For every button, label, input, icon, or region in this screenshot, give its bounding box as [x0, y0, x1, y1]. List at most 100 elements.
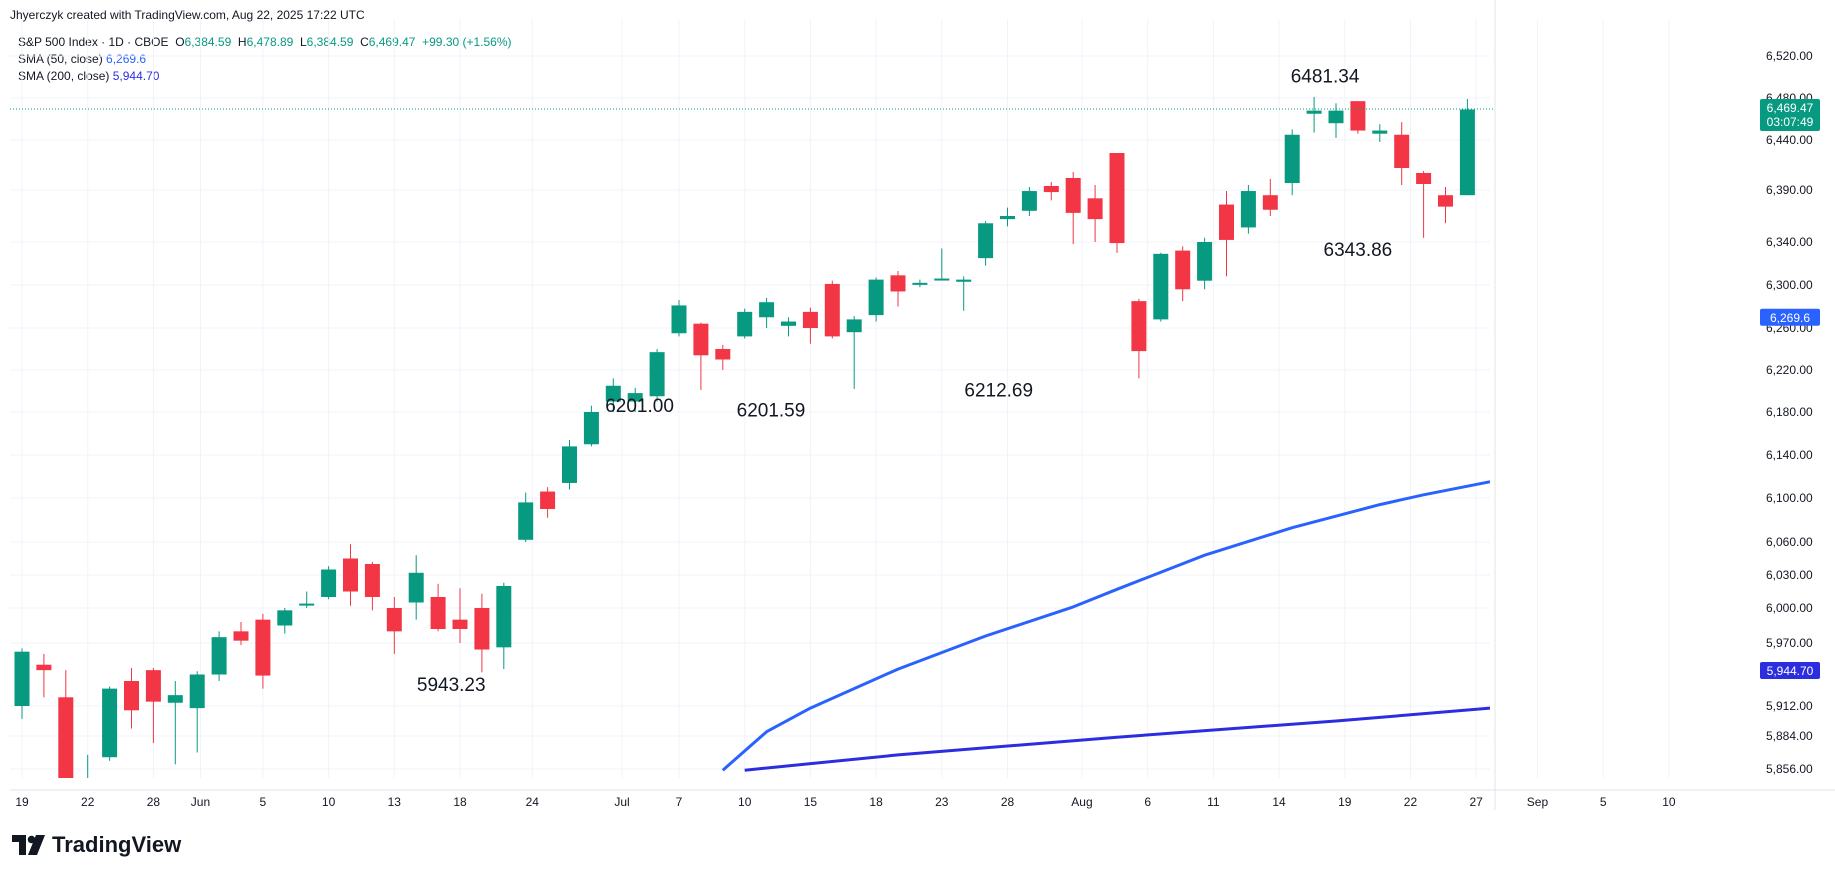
candle-body — [627, 393, 643, 402]
candle-body — [540, 491, 556, 509]
y-tick-label: 6,390.00 — [1766, 183, 1813, 197]
candle-48 — [1065, 172, 1081, 245]
x-tick-label: 22 — [81, 795, 95, 809]
sma50-line — [721, 480, 1490, 772]
candle-10 — [233, 622, 249, 646]
attribution: Jhyerczyk created with TradingView.com, … — [10, 8, 365, 22]
candle-body — [649, 352, 665, 397]
candle-body — [846, 319, 862, 333]
candle-33 — [737, 308, 753, 339]
candle-14 — [321, 566, 337, 600]
candle-1 — [36, 653, 52, 698]
x-tick-label: 13 — [388, 795, 402, 809]
candle-40 — [890, 271, 906, 307]
candle-body — [386, 608, 402, 632]
candle-body — [211, 637, 227, 675]
candle-30 — [671, 300, 687, 337]
candle-body — [1153, 253, 1169, 320]
candle-62 — [1372, 124, 1388, 142]
x-tick-label: 7 — [676, 795, 683, 809]
candle-body — [890, 275, 906, 292]
legend-sma200-row[interactable]: SMA (200, close) 5,944.70 — [18, 68, 512, 85]
x-tick-label: 28 — [1001, 795, 1015, 809]
candle-body — [167, 695, 183, 703]
x-tick-label: 22 — [1404, 795, 1418, 809]
annotation-label: 6343.86 — [1324, 240, 1393, 261]
candle-body — [364, 564, 380, 597]
time-axis: 19 22 28 Jun 5 10 13 18 24 Jul 7 10 15 18 23 28 Aug 6 11 14… — [15, 795, 1676, 809]
candle-26 — [583, 405, 599, 447]
legend-ohlc-row[interactable]: S&P 500 Index · 1D · CBOE O6,384.59 H6,4… — [18, 34, 512, 51]
y-tick-label: 6,180.00 — [1766, 405, 1813, 419]
candle-body — [233, 631, 249, 641]
x-tick-label: 19 — [15, 795, 29, 809]
price-chart[interactable]: 6481.34 6343.86 6212.69 6201.00 6201.59 5943.… — [0, 0, 1835, 830]
last-price-tag-text: 03:07:49 — [1767, 115, 1814, 129]
candle-body — [1043, 186, 1059, 193]
x-tick-label: Jul — [614, 795, 629, 809]
candle-66 — [1459, 99, 1475, 196]
candle-21 — [474, 593, 490, 673]
candle-body — [1197, 242, 1213, 281]
candle-body — [1438, 195, 1453, 207]
close-label: C — [360, 35, 369, 49]
candle-16 — [364, 561, 380, 611]
candle-body — [1459, 109, 1475, 196]
candle-body — [1219, 204, 1234, 240]
y-tick-label: 6,100.00 — [1766, 491, 1813, 505]
candle-27 — [605, 378, 621, 412]
candle-body — [737, 311, 753, 337]
candle-body — [1372, 130, 1388, 134]
tradingview-logo[interactable]: TradingView — [12, 832, 181, 858]
annotation-label: 6201.59 — [737, 400, 806, 421]
x-tick-label: 23 — [935, 795, 949, 809]
candle-59 — [1306, 96, 1322, 133]
candle-body — [671, 305, 687, 334]
candle-17 — [386, 597, 402, 654]
sma50-tag-text: 6,269.6 — [1770, 311, 1810, 325]
candle-body — [605, 385, 621, 402]
candle-body — [978, 223, 994, 259]
candle-46 — [1021, 187, 1037, 216]
tradingview-brand-text: TradingView — [52, 832, 182, 857]
candle-body — [255, 619, 271, 676]
candle-32 — [715, 344, 731, 370]
tradingview-logo-icon — [12, 835, 45, 855]
y-tick-label: 6,440.00 — [1766, 133, 1813, 147]
y-tick-label: 6,220.00 — [1766, 363, 1813, 377]
candle-55 — [1219, 191, 1234, 277]
candle-body — [36, 664, 52, 671]
candle-53 — [1175, 246, 1191, 302]
last-price-tag-bg — [1760, 99, 1820, 132]
candle-body — [1240, 191, 1256, 228]
candle-15 — [343, 544, 358, 606]
y-tick-label: 5,970.00 — [1766, 636, 1813, 650]
candle-34 — [759, 297, 775, 328]
candle-body — [956, 279, 972, 282]
candle-body — [868, 279, 884, 316]
x-tick-label: 15 — [804, 795, 818, 809]
candle-body — [145, 670, 161, 702]
annotation-label: 6201.00 — [605, 396, 674, 417]
y-tick-label: 6,520.00 — [1766, 49, 1813, 63]
candle-37 — [824, 280, 840, 339]
candle-8 — [189, 671, 205, 753]
candle-body — [781, 321, 796, 326]
candle-24 — [540, 487, 556, 518]
candle-60 — [1328, 103, 1344, 138]
candle-body — [1416, 173, 1432, 184]
candle-body — [124, 681, 139, 711]
candle-44 — [978, 221, 994, 266]
symbol-label[interactable]: S&P 500 Index · 1D · CBOE — [18, 35, 169, 49]
x-tick-label: 10 — [738, 795, 752, 809]
low-value: 6,384.59 — [306, 35, 354, 49]
candle-47 — [1043, 182, 1059, 201]
candle-38 — [846, 316, 862, 389]
candle-0 — [14, 648, 30, 719]
candle-body — [824, 283, 840, 337]
candle-body — [693, 323, 709, 356]
candle-body — [1021, 191, 1037, 211]
annotation-label: 6212.69 — [964, 380, 1033, 401]
sma50-tag-bg — [1760, 308, 1820, 326]
candle-body — [408, 572, 424, 603]
